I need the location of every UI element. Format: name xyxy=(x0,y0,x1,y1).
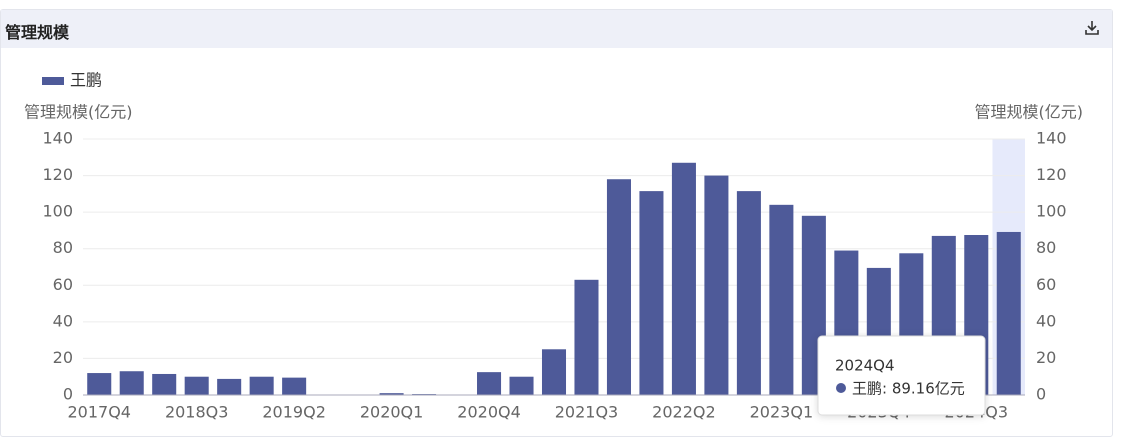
x-tick-label: 2020Q4 xyxy=(457,403,521,422)
bar xyxy=(184,376,209,395)
tooltip-marker xyxy=(836,383,846,393)
x-tick-label: 2017Q4 xyxy=(67,403,131,422)
x-tick-label: 2021Q3 xyxy=(555,403,619,422)
legend-label[interactable]: 王鹏 xyxy=(70,71,102,90)
x-tick-label: 2020Q1 xyxy=(360,403,424,422)
tooltip: 2024Q4 王鹏: 89.16亿元 xyxy=(817,335,986,416)
bar xyxy=(379,393,404,395)
y-tick-label: 20 xyxy=(53,348,73,367)
bar xyxy=(249,376,274,395)
bar xyxy=(509,376,534,395)
bar xyxy=(736,191,761,395)
bar xyxy=(996,231,1021,395)
panel: 管理规模 xyxy=(0,9,1113,437)
bar xyxy=(671,162,696,395)
y2-tick-label: 0 xyxy=(1036,385,1046,404)
bar xyxy=(704,175,729,395)
y2-tick-label: 20 xyxy=(1036,348,1056,367)
bar xyxy=(119,371,144,395)
bar xyxy=(477,372,502,395)
x-tick-label: 2022Q2 xyxy=(652,403,716,422)
bar xyxy=(769,204,794,395)
tooltip-box xyxy=(817,335,986,416)
bar xyxy=(639,191,664,395)
y2-tick-label: 140 xyxy=(1036,129,1067,148)
x-tick-label: 2023Q1 xyxy=(750,403,814,422)
bar xyxy=(87,373,112,395)
bar xyxy=(282,377,307,395)
panel-header: 管理规模 xyxy=(1,10,1112,48)
bar xyxy=(217,378,242,395)
download-icon[interactable] xyxy=(1084,20,1100,36)
x-tick-label: 2018Q3 xyxy=(165,403,229,422)
y2-tick-label: 100 xyxy=(1036,202,1067,221)
y-tick-label: 80 xyxy=(53,238,73,257)
y-tick-label: 0 xyxy=(63,385,73,404)
bar xyxy=(152,373,177,395)
y-axis-title: 管理规模(亿元) xyxy=(24,103,133,122)
y2-axis-title: 管理规模(亿元) xyxy=(975,103,1084,122)
bar xyxy=(541,349,567,395)
x-tick-label: 2019Q2 xyxy=(262,403,326,422)
y-tick-label: 120 xyxy=(42,165,73,184)
bar xyxy=(606,179,631,395)
y-tick-label: 100 xyxy=(42,202,73,221)
y2-tick-label: 120 xyxy=(1036,165,1067,184)
panel-title: 管理规模 xyxy=(5,23,70,42)
y-tick-label: 60 xyxy=(53,275,73,294)
bar xyxy=(574,279,599,395)
y-tick-label: 140 xyxy=(42,129,73,148)
tooltip-title: 2024Q4 xyxy=(835,357,895,375)
y-tick-label: 40 xyxy=(53,311,73,330)
tooltip-value: 王鹏: 89.16亿元 xyxy=(852,380,965,398)
y2-tick-label: 40 xyxy=(1036,311,1056,330)
y2-tick-label: 60 xyxy=(1036,275,1056,294)
y2-tick-label: 80 xyxy=(1036,238,1056,257)
legend-swatch[interactable] xyxy=(42,77,64,85)
